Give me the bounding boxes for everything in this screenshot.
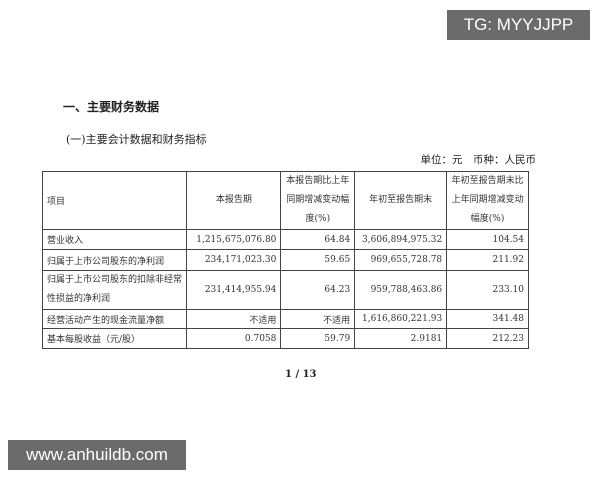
header-cell: 年初至报告期末比上年同期增减变动幅度(%) — [446, 171, 529, 230]
cell: 不适用 — [280, 309, 356, 329]
cell: 0.7058 — [186, 328, 282, 349]
cell: 1,215,675,076.80 — [186, 229, 282, 250]
cell: 959,788,463.86 — [354, 270, 448, 310]
subsection-heading: (一)主要会计数据和财务指标 — [66, 133, 207, 146]
cell: 64.23 — [280, 270, 356, 310]
cell: 104.54 — [446, 229, 529, 250]
cell: 3,606,894,975.32 — [354, 229, 448, 250]
financial-table: 项目 本报告期 本报告期比上年同期增减变动幅度(%) 年初至报告期末 年初至报告… — [41, 171, 529, 349]
cell: 59.79 — [280, 328, 356, 349]
cell: 1,616,860,221.93 — [354, 309, 448, 329]
cell: 211.92 — [446, 249, 529, 271]
header-cell: 项目 — [41, 171, 188, 230]
cell: 234,171,023.30 — [186, 249, 282, 271]
cell: 归属于上市公司股东的净利润 — [41, 249, 188, 271]
header-cell: 年初至报告期末 — [354, 171, 448, 230]
watermark-bottom: www.anhuildb.com — [8, 440, 186, 470]
table-row: 归属于上市公司股东的净利润 234,171,023.30 59.65 969,655,… — [41, 249, 529, 271]
table-row: 营业收入 1,215,675,076.80 64.84 3,606,894,975.3… — [41, 229, 529, 250]
cell: 2.9181 — [354, 328, 448, 349]
unit-line: 单位：元 币种：人民币 — [420, 154, 537, 166]
cell: 营业收入 — [41, 229, 188, 250]
table-row: 经营活动产生的现金流量净额 不适用 不适用 1,616,860,221.93 341.4… — [41, 309, 529, 329]
cell: 不适用 — [186, 309, 282, 329]
table-row: 基本每股收益（元/股） 0.7058 59.79 2.9181 212.23 — [41, 328, 529, 349]
watermark-top: TG: MYYJJPP — [447, 10, 590, 40]
cell: 969,655,728.78 — [354, 249, 448, 271]
cell: 341.48 — [446, 309, 529, 329]
cell: 经营活动产生的现金流量净额 — [41, 309, 188, 329]
page-number: 1 / 13 — [285, 369, 317, 380]
cell: 231,414,955.94 — [186, 270, 282, 310]
table-header-row: 项目 本报告期 本报告期比上年同期增减变动幅度(%) 年初至报告期末 年初至报告… — [41, 171, 529, 230]
header-cell: 本报告期比上年同期增减变动幅度(%) — [280, 171, 356, 230]
section-heading: 一、主要财务数据 — [63, 100, 160, 114]
cell: 归属于上市公司股东的扣除非经常性损益的净利润 — [41, 270, 188, 310]
cell: 59.65 — [280, 249, 356, 271]
cell: 233.10 — [446, 270, 529, 310]
cell: 基本每股收益（元/股） — [41, 328, 188, 349]
header-cell: 本报告期 — [186, 171, 282, 230]
cell: 212.23 — [446, 328, 529, 349]
cell: 64.84 — [280, 229, 356, 250]
table-row: 归属于上市公司股东的扣除非经常性损益的净利润 231,414,955.94 64.2… — [41, 270, 529, 310]
